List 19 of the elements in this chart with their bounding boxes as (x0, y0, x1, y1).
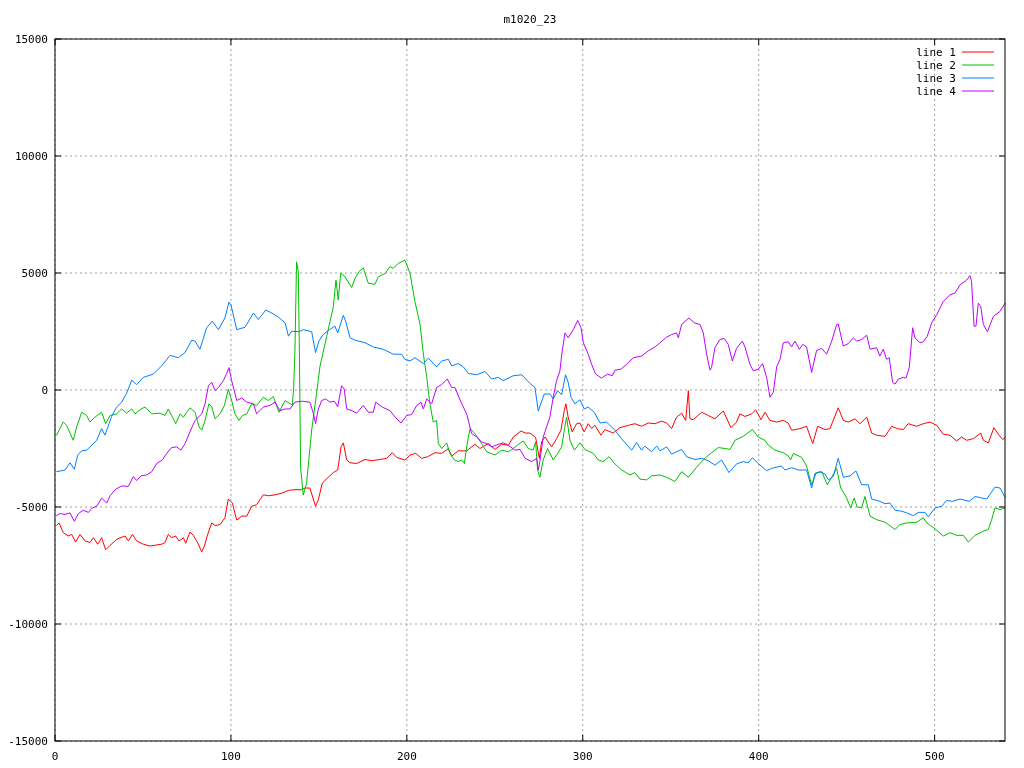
x-tick-label: 500 (924, 749, 945, 763)
legend-label: line 3 (916, 71, 956, 85)
x-tick-label: 0 (51, 749, 59, 763)
y-tick-label: -5000 (14, 500, 48, 514)
line-series (56, 390, 1006, 553)
chart-title: m1020_23 (503, 12, 557, 26)
x-tick-label: 400 (748, 749, 769, 763)
legend-label: line 1 (916, 45, 956, 59)
x-tick-label: 200 (396, 749, 417, 763)
x-tick-label: 300 (572, 749, 593, 763)
y-tick-label: 5000 (21, 266, 48, 280)
legend-label: line 2 (916, 58, 956, 72)
x-tick-label: 100 (220, 749, 241, 763)
y-tick-label: -10000 (8, 617, 48, 631)
y-tick-label: 10000 (14, 149, 48, 163)
legend-label: line 4 (916, 84, 957, 98)
y-tick-label: -15000 (8, 734, 48, 748)
y-tick-label: 0 (41, 383, 48, 397)
y-tick-label: 15000 (14, 32, 48, 46)
